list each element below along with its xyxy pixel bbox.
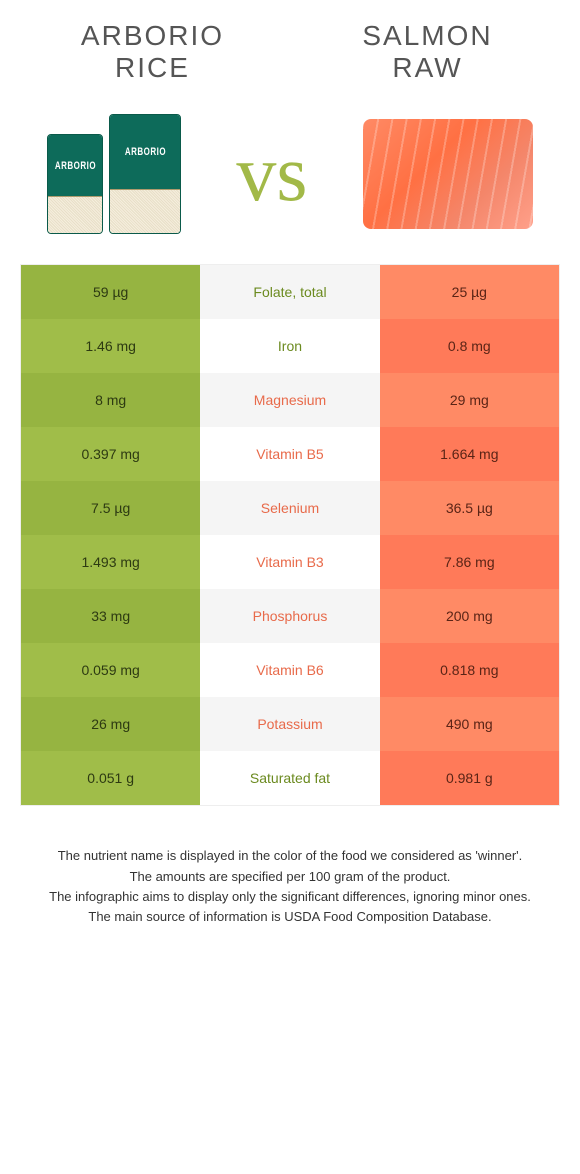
table-row: 8 mgMagnesium29 mg bbox=[21, 373, 559, 427]
right-value-cell: 200 mg bbox=[380, 589, 559, 643]
right-value-cell: 0.981 g bbox=[380, 751, 559, 805]
vs-label: vs bbox=[236, 129, 307, 220]
hero-section: ARBORIO ARBORIO vs bbox=[0, 94, 580, 264]
right-value-cell: 36.5 µg bbox=[380, 481, 559, 535]
table-row: 0.059 mgVitamin B60.818 mg bbox=[21, 643, 559, 697]
right-title-line1: SALMON bbox=[362, 20, 492, 51]
nutrient-name-cell: Vitamin B5 bbox=[200, 427, 379, 481]
nutrient-name-cell: Vitamin B6 bbox=[200, 643, 379, 697]
nutrient-name-cell: Vitamin B3 bbox=[200, 535, 379, 589]
left-value-cell: 0.051 g bbox=[21, 751, 200, 805]
nutrient-name-cell: Selenium bbox=[200, 481, 379, 535]
table-row: 0.397 mgVitamin B51.664 mg bbox=[21, 427, 559, 481]
rice-pack-label: ARBORIO bbox=[125, 146, 166, 159]
nutrient-name-cell: Folate, total bbox=[200, 265, 379, 319]
footer-line: The main source of information is USDA F… bbox=[40, 907, 540, 927]
left-value-cell: 1.493 mg bbox=[21, 535, 200, 589]
table-row: 33 mgPhosphorus200 mg bbox=[21, 589, 559, 643]
right-value-cell: 1.664 mg bbox=[380, 427, 559, 481]
arborio-rice-image: ARBORIO ARBORIO bbox=[47, 114, 181, 234]
nutrient-name-cell: Iron bbox=[200, 319, 379, 373]
salmon-image bbox=[363, 119, 533, 229]
right-value-cell: 0.818 mg bbox=[380, 643, 559, 697]
footer-note: The nutrient name is displayed in the co… bbox=[40, 846, 540, 927]
left-value-cell: 7.5 µg bbox=[21, 481, 200, 535]
table-row: 0.051 gSaturated fat0.981 g bbox=[21, 751, 559, 805]
table-row: 1.46 mgIron0.8 mg bbox=[21, 319, 559, 373]
left-value-cell: 26 mg bbox=[21, 697, 200, 751]
footer-line: The amounts are specified per 100 gram o… bbox=[40, 867, 540, 887]
left-value-cell: 1.46 mg bbox=[21, 319, 200, 373]
right-value-cell: 7.86 mg bbox=[380, 535, 559, 589]
nutrient-name-cell: Phosphorus bbox=[200, 589, 379, 643]
left-food-title: ARBORIO RICE bbox=[40, 20, 265, 84]
left-value-cell: 8 mg bbox=[21, 373, 200, 427]
rice-pack-icon: ARBORIO bbox=[47, 134, 103, 234]
right-value-cell: 0.8 mg bbox=[380, 319, 559, 373]
left-title-line1: ARBORIO bbox=[81, 20, 224, 51]
table-row: 1.493 mgVitamin B37.86 mg bbox=[21, 535, 559, 589]
right-value-cell: 490 mg bbox=[380, 697, 559, 751]
left-value-cell: 59 µg bbox=[21, 265, 200, 319]
left-title-line2: RICE bbox=[115, 52, 190, 83]
rice-pack-label: ARBORIO bbox=[55, 159, 96, 172]
table-row: 7.5 µgSelenium36.5 µg bbox=[21, 481, 559, 535]
right-value-cell: 25 µg bbox=[380, 265, 559, 319]
table-row: 59 µgFolate, total25 µg bbox=[21, 265, 559, 319]
table-row: 26 mgPotassium490 mg bbox=[21, 697, 559, 751]
header-titles: ARBORIO RICE SALMON RAW bbox=[0, 0, 580, 94]
footer-line: The nutrient name is displayed in the co… bbox=[40, 846, 540, 866]
left-value-cell: 0.397 mg bbox=[21, 427, 200, 481]
nutrient-name-cell: Magnesium bbox=[200, 373, 379, 427]
comparison-table: 59 µgFolate, total25 µg1.46 mgIron0.8 mg… bbox=[20, 264, 560, 806]
footer-line: The infographic aims to display only the… bbox=[40, 887, 540, 907]
right-title-line2: RAW bbox=[392, 52, 462, 83]
nutrient-name-cell: Potassium bbox=[200, 697, 379, 751]
right-value-cell: 29 mg bbox=[380, 373, 559, 427]
nutrient-name-cell: Saturated fat bbox=[200, 751, 379, 805]
left-value-cell: 33 mg bbox=[21, 589, 200, 643]
rice-pack-icon: ARBORIO bbox=[109, 114, 181, 234]
left-value-cell: 0.059 mg bbox=[21, 643, 200, 697]
right-food-title: SALMON RAW bbox=[315, 20, 540, 84]
